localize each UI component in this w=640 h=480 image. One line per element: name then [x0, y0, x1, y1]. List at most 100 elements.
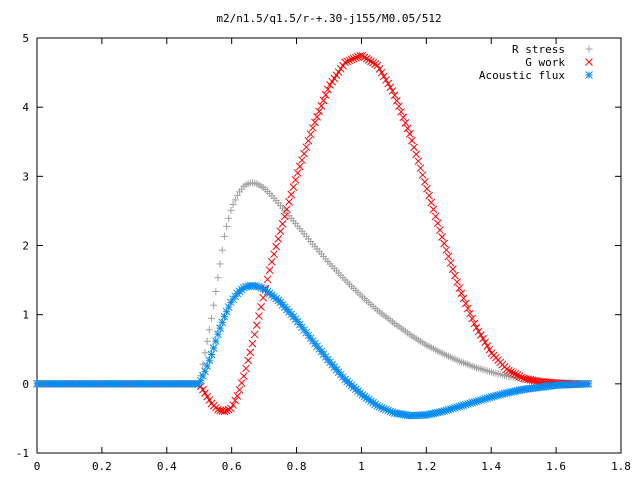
data-point	[270, 250, 278, 259]
y-tick-label: 2	[22, 240, 29, 253]
data-point	[302, 143, 311, 152]
data-point	[515, 372, 524, 381]
data-point	[362, 54, 371, 63]
data-point	[317, 102, 326, 110]
data-point	[313, 113, 321, 121]
data-point	[233, 392, 242, 400]
data-point	[448, 265, 457, 274]
data-point	[343, 57, 352, 66]
data-point	[380, 72, 388, 81]
data-point	[201, 349, 209, 357]
data-point	[440, 239, 449, 248]
y-tick-label: 4	[22, 101, 29, 114]
data-point	[210, 301, 218, 309]
data-point	[259, 293, 268, 302]
series-acoustic-flux	[33, 281, 593, 420]
data-point	[504, 366, 513, 375]
data-point	[227, 404, 235, 413]
data-point	[472, 323, 481, 332]
data-point	[485, 345, 494, 354]
data-point	[513, 371, 522, 379]
data-point	[474, 327, 483, 336]
x-tick-label: 1.2	[416, 460, 436, 473]
data-point	[237, 379, 246, 387]
data-point	[386, 83, 395, 92]
data-point	[403, 124, 412, 133]
data-point	[231, 396, 240, 405]
data-point	[315, 107, 324, 116]
legend-marker	[585, 45, 593, 53]
data-point	[511, 370, 520, 378]
data-point	[229, 401, 237, 409]
data-point	[459, 294, 468, 303]
data-point	[235, 385, 244, 394]
data-point	[205, 396, 214, 404]
data-point	[295, 162, 304, 171]
data-point	[476, 331, 485, 339]
axis-ticks: 0 0.2 0.4 0.6 0.8 1 1.2 1.4 1.6 1.8 -1 0 1 2 3 4 5	[16, 32, 631, 473]
data-point	[382, 76, 390, 84]
data-point	[263, 275, 272, 284]
data-point	[356, 51, 365, 60]
data-point	[265, 266, 274, 274]
data-point	[239, 372, 248, 380]
x-tick-label: 0.6	[222, 460, 242, 473]
data-point	[507, 367, 515, 376]
data-point	[252, 321, 261, 330]
data-point	[347, 55, 356, 64]
data-point	[311, 118, 319, 127]
data-point	[223, 222, 231, 230]
data-point	[267, 257, 276, 266]
data-point	[461, 299, 470, 308]
data-point	[410, 143, 418, 152]
data-point	[203, 392, 212, 401]
data-point	[438, 233, 446, 241]
data-point	[220, 407, 229, 416]
data-point	[408, 136, 416, 145]
data-point	[287, 190, 296, 199]
data-point	[352, 53, 360, 62]
data-point	[392, 96, 401, 105]
data-point	[455, 284, 464, 293]
data-point	[308, 124, 317, 132]
data-point	[216, 260, 224, 268]
data-point	[225, 214, 233, 222]
data-point	[414, 157, 423, 166]
data-point	[384, 79, 393, 88]
legend-marker	[585, 71, 593, 79]
data-point	[229, 200, 237, 208]
data-point	[416, 164, 425, 172]
data-point	[364, 56, 373, 64]
series-g-work	[33, 51, 593, 416]
data-point	[244, 356, 252, 365]
data-point	[349, 54, 358, 63]
data-point	[584, 379, 593, 388]
chart-title: m2/n1.5/q1.5/r-+.30-j155/M0.05/512	[216, 12, 441, 25]
data-point	[345, 56, 354, 65]
data-point	[479, 334, 487, 343]
data-point	[433, 219, 442, 228]
x-tick-label: 1.4	[481, 460, 501, 473]
data-point	[321, 90, 330, 99]
data-point	[358, 52, 367, 60]
legend-label: R stress	[512, 43, 565, 56]
data-point	[369, 58, 377, 67]
data-point	[205, 326, 213, 334]
y-tick-label: 3	[22, 170, 29, 183]
data-point	[375, 402, 384, 411]
data-point	[201, 389, 209, 398]
data-point	[246, 348, 255, 357]
data-point	[212, 287, 220, 295]
data-point	[444, 252, 453, 261]
data-point	[285, 197, 293, 206]
data-point	[304, 136, 313, 145]
data-point	[375, 65, 384, 73]
data-point	[388, 87, 397, 95]
data-point	[360, 53, 369, 62]
data-point	[464, 304, 472, 313]
data-point	[341, 58, 349, 67]
data-point	[218, 246, 226, 254]
data-point	[390, 91, 399, 100]
